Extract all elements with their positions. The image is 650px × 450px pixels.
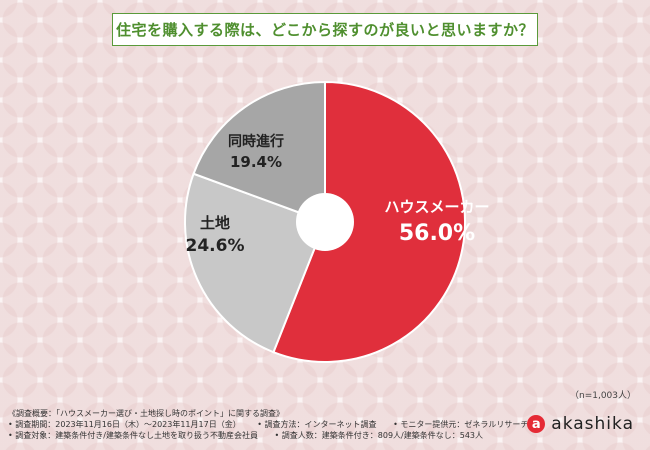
- footer-method: • 調査方法：インターネット調査: [257, 420, 377, 429]
- slice-0: [272, 80, 466, 363]
- footer-count: • 調査人数：建築条件付き：809人/建築条件なし：543人: [274, 431, 484, 440]
- footer-period: • 調査期間：2023年11月16日（木）〜2023年11月17日（金）: [8, 420, 241, 429]
- slice-value-1: 24.6%: [186, 236, 245, 256]
- footer-line-1: 《調査概要：「ハウスメーカー選び・土地探し時のポイント」に関する調査》: [8, 409, 284, 418]
- sample-size: （n=1,003人）: [569, 391, 636, 401]
- donut-hole: [296, 193, 354, 251]
- chart-title: 住宅を購入する際は、どこから探すのが良いと思いますか？: [112, 13, 538, 46]
- survey-footer: 《調査概要：「ハウスメーカー選び・土地探し時のポイント」に関する調査》 • 調査…: [8, 408, 528, 441]
- brand-logo: a akashika: [527, 414, 634, 434]
- slice-1: [184, 172, 327, 354]
- slice-label-0: ハウスメーカー: [384, 198, 489, 216]
- logo-mark-icon: a: [527, 415, 546, 433]
- footer-target: • 調査対象：建築条件付き/建築条件なし土地を取り扱う不動産会社員: [8, 431, 258, 440]
- slice-2: [192, 80, 326, 224]
- slice-value-2: 19.4%: [230, 153, 282, 171]
- footer-provider: • モニター提供元：ゼネラルリサーチ: [393, 420, 529, 429]
- slice-value-0: 56.0%: [399, 221, 475, 246]
- logo-text: akashika: [551, 414, 634, 434]
- slice-label-2: 同時進行: [228, 133, 284, 150]
- slice-label-1: 土地: [200, 214, 230, 232]
